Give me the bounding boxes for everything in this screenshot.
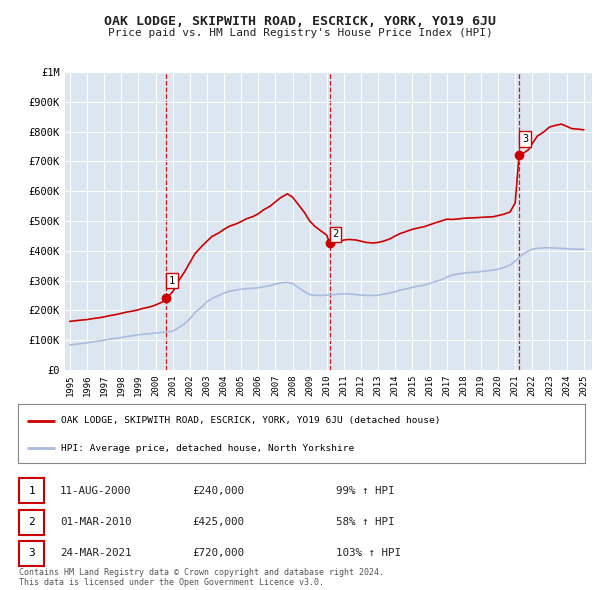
Text: £720,000: £720,000 [192, 549, 244, 558]
Text: Price paid vs. HM Land Registry's House Price Index (HPI): Price paid vs. HM Land Registry's House … [107, 28, 493, 38]
Text: 103% ↑ HPI: 103% ↑ HPI [336, 549, 401, 558]
Text: 2: 2 [28, 517, 35, 527]
Text: OAK LODGE, SKIPWITH ROAD, ESCRICK, YORK, YO19 6JU: OAK LODGE, SKIPWITH ROAD, ESCRICK, YORK,… [104, 15, 496, 28]
Text: Contains HM Land Registry data © Crown copyright and database right 2024.
This d: Contains HM Land Registry data © Crown c… [19, 568, 384, 587]
Text: 58% ↑ HPI: 58% ↑ HPI [336, 517, 395, 527]
Text: £240,000: £240,000 [192, 486, 244, 496]
Text: 2: 2 [332, 230, 339, 240]
Text: HPI: Average price, detached house, North Yorkshire: HPI: Average price, detached house, Nort… [61, 444, 354, 453]
Text: 3: 3 [522, 134, 528, 144]
Text: 3: 3 [28, 549, 35, 558]
Text: 01-MAR-2010: 01-MAR-2010 [60, 517, 131, 527]
Text: 1: 1 [28, 486, 35, 496]
Text: OAK LODGE, SKIPWITH ROAD, ESCRICK, YORK, YO19 6JU (detached house): OAK LODGE, SKIPWITH ROAD, ESCRICK, YORK,… [61, 416, 440, 425]
Text: £425,000: £425,000 [192, 517, 244, 527]
Text: 24-MAR-2021: 24-MAR-2021 [60, 549, 131, 558]
Text: 1: 1 [169, 276, 175, 286]
Text: 11-AUG-2000: 11-AUG-2000 [60, 486, 131, 496]
Text: 99% ↑ HPI: 99% ↑ HPI [336, 486, 395, 496]
